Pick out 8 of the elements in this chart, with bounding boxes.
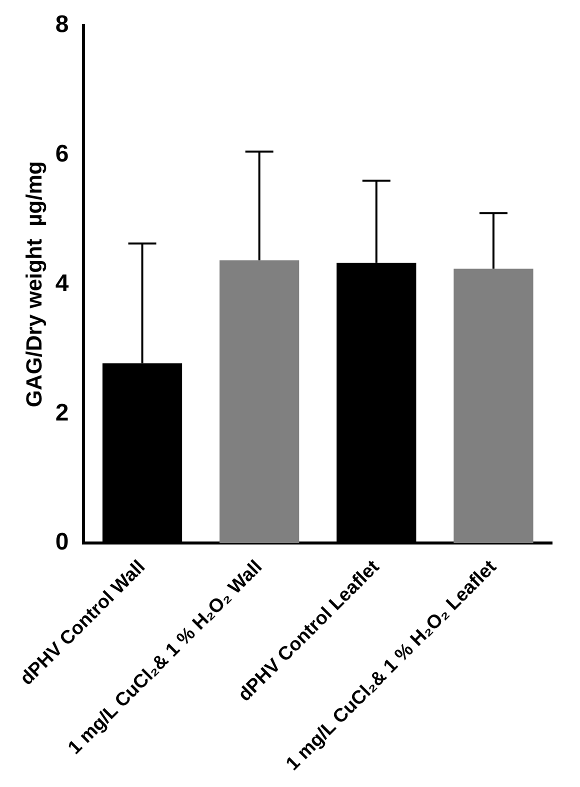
bar [454, 268, 534, 544]
bar [220, 260, 300, 544]
y-tick-label: 2 [55, 399, 69, 426]
y-tick-label: 0 [55, 528, 69, 556]
y-tick-label: 8 [55, 11, 69, 38]
y-tick-label: 4 [55, 270, 70, 297]
y-axis-title: GAG/Dry weight µg/mg [21, 161, 46, 408]
y-tick-label: 6 [55, 140, 69, 168]
